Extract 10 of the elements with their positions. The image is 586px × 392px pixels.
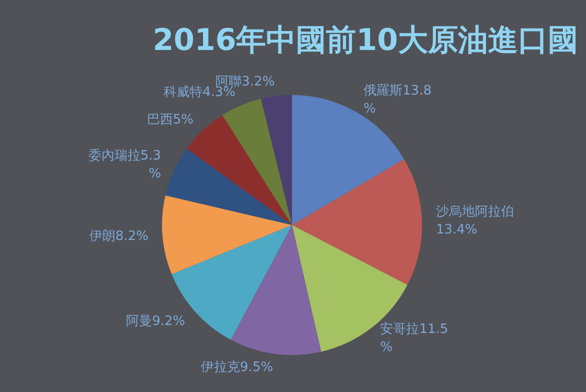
slice-label: 沙烏地阿拉伯 xyxy=(436,204,514,220)
slice-label: 巴西5% xyxy=(146,112,194,128)
slice-label: 伊拉克9.5% xyxy=(201,360,274,376)
slice-label: 阿曼9.2% xyxy=(126,314,186,329)
slice-label: 委內瑞拉5.3% xyxy=(88,148,162,182)
slice-label: 安哥拉11.5% xyxy=(380,321,448,356)
chart-title: 2016年中國前10大原油進口國 xyxy=(152,22,578,58)
data-label: 13.4% xyxy=(436,222,478,238)
slice-label: 伊朗8.2% xyxy=(89,228,148,244)
slice-label: 俄羅斯13.8% xyxy=(364,83,432,116)
